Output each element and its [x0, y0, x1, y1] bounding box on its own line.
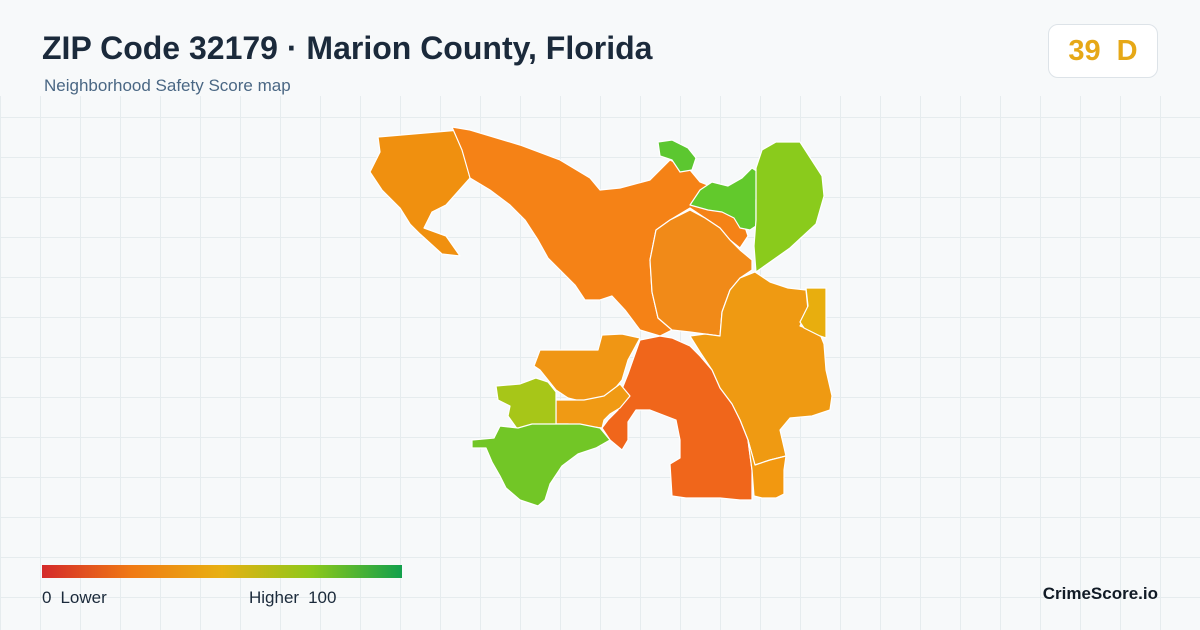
- legend-max-value: 100: [308, 588, 337, 607]
- map-region-south-strip[interactable]: [747, 439, 787, 499]
- map-region-north-east-top[interactable]: [657, 139, 697, 173]
- map-region-west-yellowgreen[interactable]: [495, 377, 557, 431]
- legend-high-label: Higher 100: [249, 588, 336, 608]
- legend-min-text: Lower: [60, 588, 107, 607]
- map-region-north-east-strip[interactable]: [753, 141, 825, 273]
- map-region-center-red[interactable]: [601, 335, 753, 501]
- page-title: ZIP Code 32179 · Marion County, Florida: [42, 30, 653, 66]
- legend-min-value: 0: [42, 588, 52, 607]
- score-grade: D: [1116, 34, 1138, 67]
- brand-name[interactable]: CrimeScore.io: [1042, 584, 1158, 603]
- legend-gradient-bar: [42, 565, 402, 578]
- legend-max-text: Higher: [249, 588, 300, 607]
- score-badge: 39 D: [1048, 24, 1158, 78]
- map-region-east-edge[interactable]: [799, 287, 827, 339]
- page-subtitle: Neighborhood Safety Score map: [44, 76, 291, 95]
- map-region-north-west[interactable]: [369, 129, 471, 257]
- score-value: 39: [1068, 34, 1101, 67]
- header-band: [0, 0, 1200, 96]
- legend-low-label: 0 Lower: [42, 588, 107, 608]
- map-region-south-west-green[interactable]: [471, 423, 611, 507]
